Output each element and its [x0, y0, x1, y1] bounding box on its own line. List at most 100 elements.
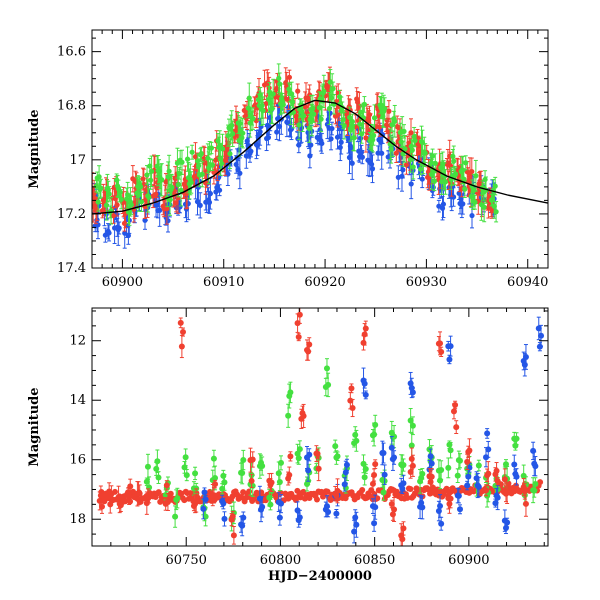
data-point — [408, 442, 415, 449]
baseline-point — [430, 484, 437, 491]
data-point — [188, 179, 194, 186]
data-point — [202, 513, 209, 520]
data-point — [485, 470, 492, 477]
data-point — [381, 471, 388, 478]
baseline-point — [181, 497, 188, 504]
data-point — [227, 151, 233, 157]
data-point — [371, 115, 378, 121]
data-point — [277, 500, 284, 507]
data-point — [306, 451, 313, 458]
data-point — [452, 401, 459, 408]
data-point — [392, 118, 398, 124]
data-point — [237, 120, 243, 127]
data-point — [403, 162, 410, 168]
data-point — [155, 474, 162, 481]
data-point — [225, 171, 231, 177]
data-point — [248, 148, 254, 154]
data-point — [198, 150, 204, 157]
top-y-axis: 16.6 16.8 17 17.2 17.4 — [57, 37, 548, 276]
data-point — [492, 183, 498, 189]
data-point — [401, 128, 407, 134]
data-point — [407, 156, 414, 163]
data-point — [464, 458, 471, 465]
data-point — [361, 474, 368, 481]
data-point — [343, 461, 350, 468]
data-point — [336, 121, 342, 128]
data-point — [229, 513, 236, 520]
data-point — [184, 156, 191, 162]
x-tick-label: 60800 — [260, 553, 301, 568]
data-point — [522, 500, 529, 507]
data-point — [117, 502, 124, 509]
data-point — [294, 507, 301, 514]
data-point — [341, 481, 348, 488]
data-point — [502, 461, 509, 468]
data-point — [327, 110, 333, 116]
data-point — [468, 193, 474, 200]
data-point — [270, 91, 276, 97]
data-point — [197, 202, 203, 208]
data-point — [450, 408, 457, 415]
bottom-y-axis-title: Magnitude — [27, 387, 42, 466]
data-point — [438, 520, 445, 527]
data-point — [209, 162, 215, 168]
data-point — [110, 213, 117, 219]
data-point — [466, 447, 473, 454]
data-point — [357, 135, 364, 141]
data-point — [341, 123, 347, 129]
data-point — [200, 505, 207, 512]
bottom-y-axis: 12 14 16 18 — [69, 310, 548, 535]
data-point — [296, 514, 303, 521]
data-point — [431, 178, 438, 184]
data-point — [502, 525, 509, 532]
data-point — [382, 105, 388, 112]
data-point — [146, 493, 153, 500]
data-point — [388, 500, 395, 507]
data-point — [276, 123, 283, 130]
data-point — [315, 465, 322, 472]
data-point — [267, 501, 274, 508]
data-point — [469, 168, 475, 175]
data-point — [366, 112, 373, 118]
baseline-point — [324, 488, 331, 495]
data-point — [485, 446, 492, 453]
data-point — [127, 483, 134, 490]
data-point — [446, 500, 453, 507]
data-point — [465, 473, 472, 480]
x-tick-label: 60910 — [203, 275, 244, 290]
baseline-point — [157, 498, 164, 505]
data-point — [296, 446, 303, 453]
data-point — [408, 455, 415, 462]
data-point — [330, 85, 336, 92]
data-point — [144, 172, 150, 178]
data-point — [481, 204, 487, 210]
data-point — [400, 525, 407, 532]
data-point — [399, 485, 406, 492]
data-point — [369, 166, 376, 172]
data-point — [296, 122, 302, 128]
top-panel: 60900 60910 60920 60930 60940 16.6 16.8 17 17.2… — [27, 29, 549, 290]
data-point — [136, 490, 143, 497]
data-point — [180, 329, 187, 336]
data-point — [410, 164, 416, 170]
data-point — [210, 455, 217, 462]
data-point — [329, 125, 335, 132]
data-point — [504, 489, 511, 496]
x-tick-label: 60940 — [507, 275, 548, 290]
data-point — [446, 356, 453, 363]
data-point — [427, 478, 434, 485]
data-point — [280, 102, 286, 108]
data-point — [289, 91, 295, 97]
data-point — [259, 102, 265, 109]
data-point — [189, 149, 195, 155]
top-y-axis-title: Magnitude — [27, 109, 42, 188]
x-tick-label: 60850 — [354, 553, 395, 568]
data-point — [308, 142, 314, 148]
data-point — [250, 116, 256, 122]
data-point — [511, 461, 518, 468]
data-point — [169, 184, 175, 190]
data-point — [153, 465, 160, 472]
data-point — [462, 186, 468, 192]
data-point — [427, 453, 434, 460]
data-point — [175, 182, 181, 188]
